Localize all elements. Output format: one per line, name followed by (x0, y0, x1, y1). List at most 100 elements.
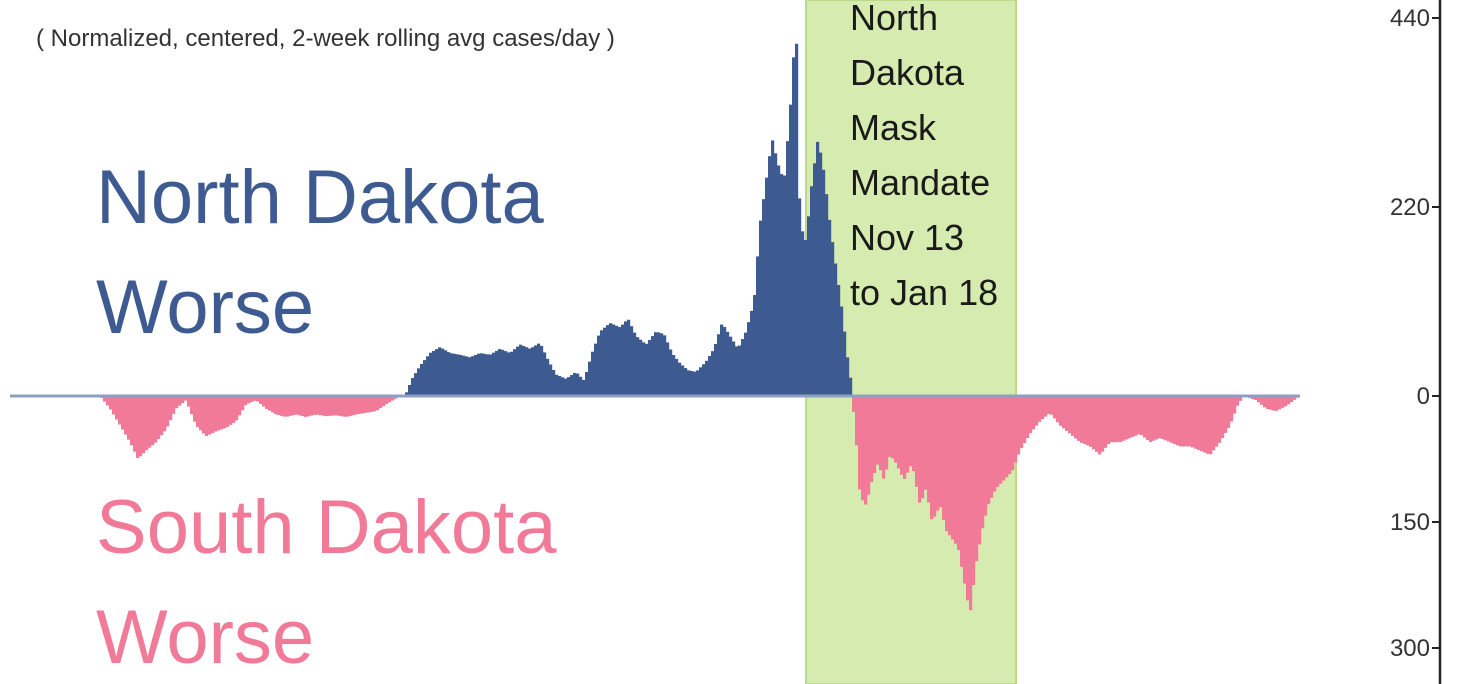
bar (274, 396, 278, 415)
bar (1188, 396, 1192, 447)
bar (1260, 396, 1264, 405)
bar (669, 349, 673, 396)
bar (552, 369, 556, 396)
bar (1116, 396, 1120, 443)
bar (966, 396, 970, 601)
bar (1086, 396, 1090, 446)
bar (1293, 396, 1297, 400)
bar (1032, 396, 1036, 430)
bar (960, 396, 964, 567)
bar (435, 349, 439, 396)
bar (1197, 396, 1201, 450)
bar (987, 396, 991, 505)
bar (615, 325, 619, 396)
bar (726, 331, 730, 396)
bar (762, 199, 766, 396)
bar (1068, 396, 1072, 434)
bar (498, 349, 502, 396)
bar (1020, 396, 1024, 449)
bar (582, 379, 586, 396)
bar (810, 186, 814, 396)
bar (328, 396, 332, 416)
bar (522, 345, 526, 396)
bar (202, 396, 206, 434)
bar (298, 396, 302, 416)
bar (1047, 396, 1051, 415)
bar (172, 396, 176, 414)
bar (756, 256, 760, 396)
bar (525, 347, 529, 396)
bar (690, 370, 694, 396)
bar (768, 156, 772, 396)
bar (1179, 396, 1183, 447)
bar (175, 396, 179, 409)
bar (504, 351, 508, 396)
bar (561, 377, 565, 396)
bar (1110, 396, 1114, 443)
bar (1272, 396, 1276, 411)
bar (319, 396, 323, 416)
bar (528, 348, 532, 396)
bar (663, 335, 667, 396)
bar (1266, 396, 1270, 409)
chart-subtitle: ( Normalized, centered, 2-week rolling a… (36, 25, 615, 52)
bar (142, 396, 146, 454)
bar (642, 342, 646, 396)
bar (1263, 396, 1267, 408)
bar (1257, 396, 1261, 403)
bar (654, 332, 658, 396)
bar (657, 332, 661, 396)
bar (238, 396, 242, 416)
bar (1005, 396, 1009, 478)
bar (834, 263, 838, 396)
bar (606, 325, 610, 396)
bar (957, 396, 961, 550)
bar (903, 396, 907, 479)
bar (837, 285, 841, 396)
bar (648, 339, 652, 396)
bar (232, 396, 236, 423)
bar (1029, 396, 1033, 434)
bar (1002, 396, 1006, 481)
bar (277, 396, 281, 416)
bar (792, 57, 796, 396)
bar (639, 339, 643, 396)
bar (1041, 396, 1045, 420)
bar (334, 396, 338, 416)
bar (1185, 396, 1189, 447)
bar (379, 396, 383, 409)
bar (325, 396, 329, 417)
north-dakota-worse-series (405, 43, 853, 396)
bar (1098, 396, 1102, 455)
bar (1077, 396, 1081, 441)
bar (891, 396, 895, 459)
bar (178, 396, 182, 406)
bar (1113, 396, 1117, 443)
bar (1059, 396, 1063, 426)
y-tick-label: 150 (1390, 509, 1430, 536)
bar (579, 376, 583, 396)
bar (1107, 396, 1111, 445)
bar (1080, 396, 1084, 443)
bar (286, 396, 290, 417)
bar (507, 352, 511, 396)
bar (1092, 396, 1096, 450)
bar (864, 396, 868, 505)
bar (1275, 396, 1279, 411)
bar (352, 396, 356, 416)
bar (1026, 396, 1030, 438)
bar (678, 362, 682, 396)
bar (103, 396, 107, 402)
bar (1056, 396, 1060, 423)
bar (843, 331, 847, 396)
bar (385, 396, 389, 405)
bar (289, 396, 293, 416)
lower-label-line-1: South Dakota (96, 485, 557, 570)
bar (954, 396, 958, 544)
bar (975, 396, 979, 562)
bar (921, 396, 925, 499)
bar (265, 396, 269, 409)
bar (340, 396, 344, 417)
bar (358, 396, 362, 414)
bar (585, 371, 589, 396)
